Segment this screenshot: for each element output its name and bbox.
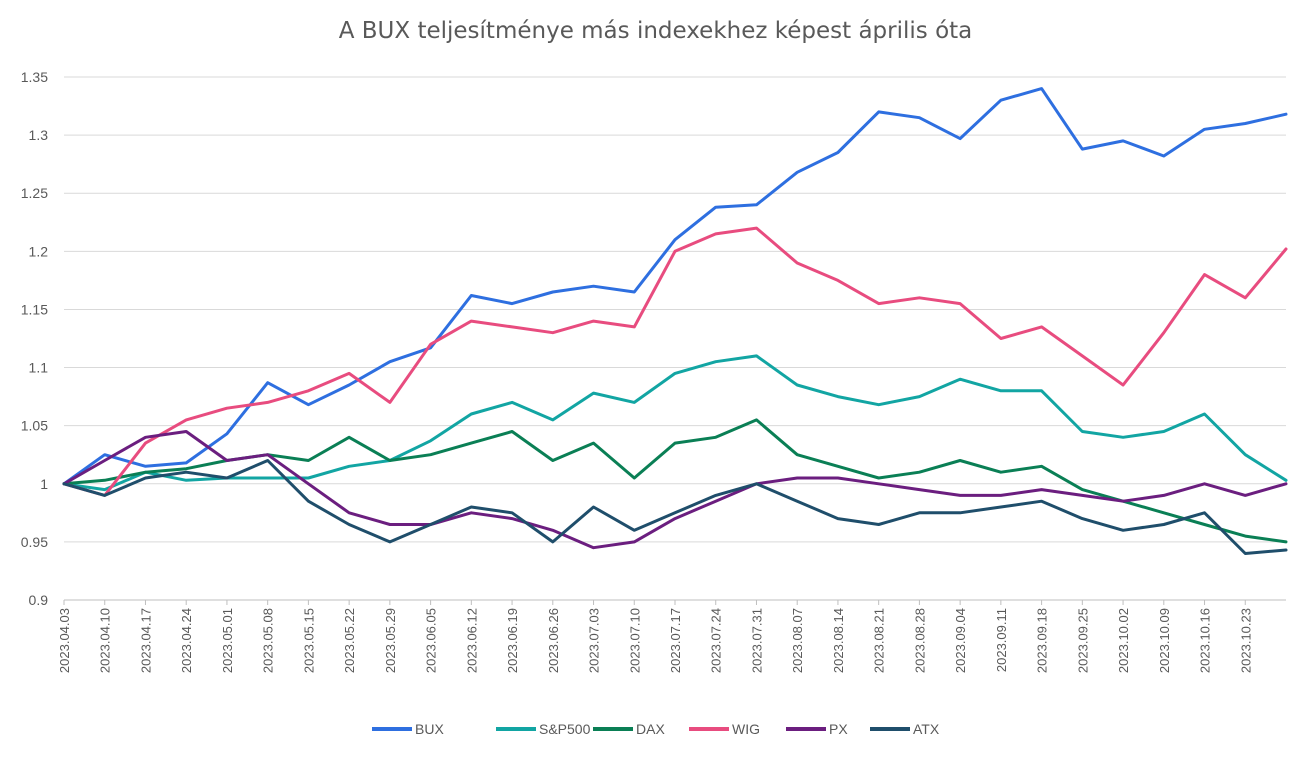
x-tick-label: 2023.06.26 bbox=[546, 608, 561, 673]
legend-label: BUX bbox=[415, 721, 444, 737]
y-tick-label: 0.95 bbox=[21, 534, 48, 550]
x-tick-label: 2023.07.10 bbox=[627, 608, 642, 673]
y-tick-label: 1.35 bbox=[21, 69, 48, 85]
x-tick-label: 2023.04.24 bbox=[179, 608, 194, 673]
series-line-atx bbox=[62, 459, 1288, 555]
x-tick-label: 2023.07.03 bbox=[587, 608, 602, 673]
series-line-wig bbox=[62, 226, 1288, 497]
x-tick-label: 2023.07.17 bbox=[668, 608, 683, 673]
y-tick-label: 1.15 bbox=[21, 301, 48, 317]
x-tick-label: 2023.05.22 bbox=[342, 608, 357, 673]
series-line-s-p500 bbox=[62, 354, 1288, 492]
series-line-px bbox=[62, 430, 1288, 550]
chart-title: A BUX teljesítménye más indexekhez képes… bbox=[338, 18, 973, 44]
x-tick-label: 2023.07.24 bbox=[709, 608, 724, 673]
x-tick-label: 2023.09.18 bbox=[1035, 608, 1050, 673]
x-tick-label: 2023.05.29 bbox=[383, 608, 398, 673]
x-tick-label: 2023.05.15 bbox=[301, 608, 316, 673]
x-tick-label: 2023.07.31 bbox=[749, 608, 764, 673]
x-tick-label: 2023.04.17 bbox=[138, 608, 153, 673]
legend-label: WIG bbox=[732, 721, 760, 737]
series-line-bux bbox=[62, 87, 1288, 486]
y-tick-label: 0.9 bbox=[29, 592, 49, 608]
legend-label: DAX bbox=[636, 721, 665, 737]
x-tick-label: 2023.09.25 bbox=[1075, 608, 1090, 673]
gridlines bbox=[64, 76, 1286, 543]
x-tick-label: 2023.10.02 bbox=[1116, 608, 1131, 673]
y-tick-label: 1 bbox=[40, 476, 48, 492]
x-tick-label: 2023.08.21 bbox=[872, 608, 887, 673]
x-axis-ticks: 2023.04.03 2023.04.10 2023.04.17 2023.04.24… bbox=[57, 600, 1253, 673]
x-tick-label: 2023.06.12 bbox=[464, 608, 479, 673]
y-tick-label: 1.25 bbox=[21, 185, 48, 201]
legend: BUX S&P500 DAX WIG PX ATX bbox=[372, 721, 940, 737]
y-tick-label: 1.3 bbox=[29, 127, 49, 143]
x-tick-label: 2023.06.05 bbox=[424, 608, 439, 673]
x-tick-label: 2023.10.23 bbox=[1238, 608, 1253, 673]
x-tick-label: 2023.06.19 bbox=[505, 608, 520, 673]
x-tick-label: 2023.04.03 bbox=[57, 608, 72, 673]
x-tick-label: 2023.05.08 bbox=[261, 608, 276, 673]
x-tick-label: 2023.05.01 bbox=[220, 608, 235, 673]
x-tick-label: 2023.08.28 bbox=[912, 608, 927, 673]
legend-label: S&P500 bbox=[539, 721, 591, 737]
x-tick-label: 2023.08.07 bbox=[790, 608, 805, 673]
legend-label: PX bbox=[829, 721, 848, 737]
x-tick-label: 2023.10.16 bbox=[1198, 608, 1213, 673]
y-axis-ticks: 0.9 0.95 1 1.05 1.1 1.15 1.2 1.25 1.3 1.35 bbox=[21, 69, 48, 608]
y-tick-label: 1.2 bbox=[29, 243, 49, 259]
x-tick-label: 2023.09.11 bbox=[994, 608, 1009, 672]
y-tick-label: 1.1 bbox=[29, 360, 49, 376]
x-tick-label: 2023.10.09 bbox=[1157, 608, 1172, 673]
y-tick-label: 1.05 bbox=[21, 418, 48, 434]
legend-label: ATX bbox=[913, 721, 940, 737]
series-lines bbox=[62, 87, 1288, 555]
x-tick-label: 2023.04.10 bbox=[98, 608, 113, 673]
x-tick-label: 2023.09.04 bbox=[953, 608, 968, 673]
x-tick-label: 2023.08.14 bbox=[831, 608, 846, 673]
